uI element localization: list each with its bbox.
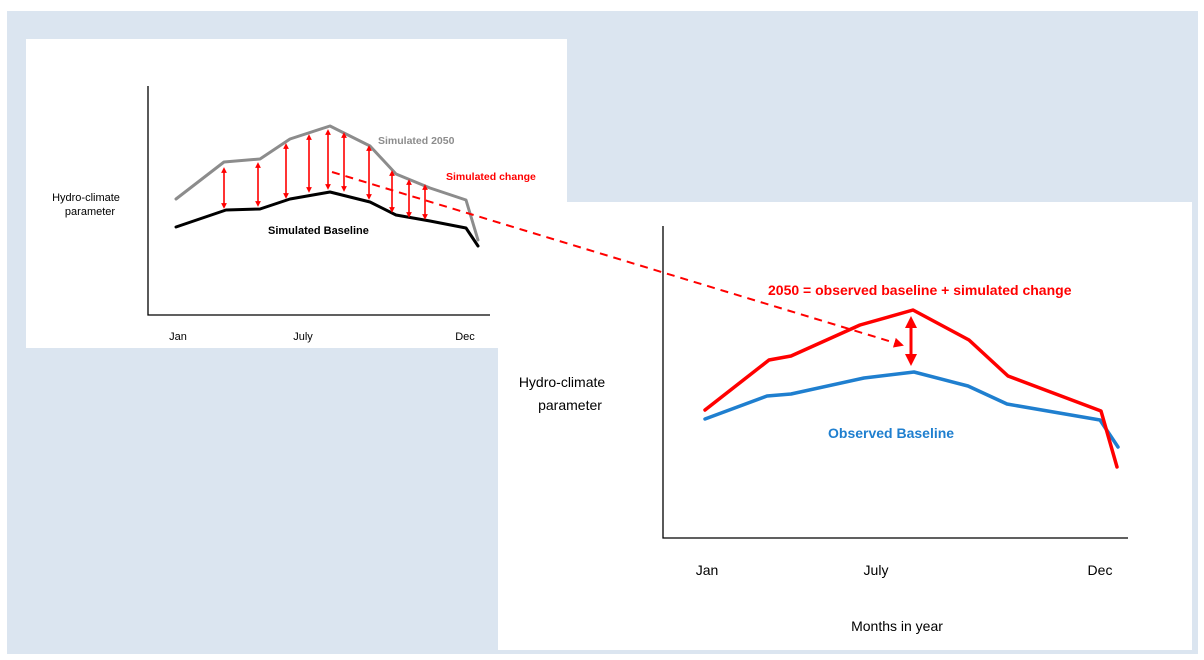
label-2050-formula: 2050 = observed baseline + simulated cha… [768,282,1072,298]
right-tick-july: July [864,562,889,578]
label-observed-baseline: Observed Baseline [828,425,954,441]
right-chart-card [498,202,1192,650]
right-chart-axes [662,226,1128,539]
label-simulated-2050: Simulated 2050 [378,135,455,147]
left-simulated-2050-line [174,124,480,242]
left-ylabel-line1: Hydro-climate [52,192,120,204]
right-chart: Hydro-climate parameter Jan July Dec Mon… [498,202,1192,650]
label-simulated-baseline: Simulated Baseline [268,225,369,237]
left-tick-jan: Jan [169,331,187,343]
label-simulated-change: Simulated change [446,171,536,183]
right-tick-jan: Jan [696,562,719,578]
right-ylabel-line2: parameter [538,397,602,413]
right-tick-dec: Dec [1088,562,1113,578]
left-chart-axes [147,86,490,316]
right-observed-baseline-line [703,370,1120,449]
left-simulated-baseline-line [174,190,480,248]
left-tick-july: July [293,331,313,343]
right-projected-2050-line [703,308,1119,469]
left-chart: Hydro-climate parameter Jan July Dec Sim… [26,39,567,348]
right-ylabel-line1: Hydro-climate [519,374,606,390]
left-change-arrows [221,129,428,220]
transfer-change-arrow [331,171,904,348]
right-xlabel: Months in year [851,618,943,634]
left-tick-dec: Dec [455,331,475,343]
left-chart-card [26,39,567,348]
left-ylabel-line2: parameter [65,206,115,218]
